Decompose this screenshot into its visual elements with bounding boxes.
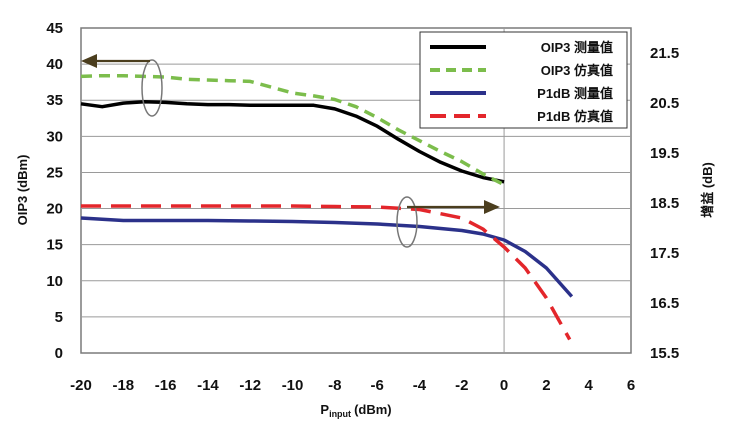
right-axis-arrow xyxy=(407,200,500,214)
x-tick-label: -12 xyxy=(239,377,261,394)
x-tick-label: -14 xyxy=(197,377,219,394)
x-tick-label: -10 xyxy=(282,377,304,394)
y-axis-title: OIP3 (dBm) xyxy=(15,155,30,226)
y2-tick-label: 16.5 xyxy=(650,295,679,312)
y-tick-label: 15 xyxy=(46,237,63,254)
y-tick-label: 30 xyxy=(46,128,63,145)
legend-label-p1db-simulated: P1dB 仿真值 xyxy=(537,109,613,124)
x-tick-label: 2 xyxy=(542,377,550,394)
series-layer xyxy=(80,73,574,341)
x-tick-label: -4 xyxy=(413,377,427,394)
x-axis-title-subscript: input xyxy=(329,409,351,419)
x-axis-title-main: P xyxy=(320,402,329,417)
y-tick-label: 25 xyxy=(46,164,63,181)
y-tick-label: 45 xyxy=(46,20,63,37)
x-tick-label: 0 xyxy=(500,377,508,394)
y-tick-label: 40 xyxy=(46,56,63,73)
x-tick-label: -20 xyxy=(70,377,92,394)
y-tick-label: 20 xyxy=(46,201,63,218)
x-tick-label: -2 xyxy=(455,377,468,394)
y-axis-ticks: 0 5 10 15 20 25 30 35 40 45 xyxy=(46,20,63,362)
y-tick-label: 5 xyxy=(55,309,63,326)
x-axis-title: Pinput (dBm) xyxy=(320,402,391,419)
y2-tick-label: 17.5 xyxy=(650,245,679,262)
series-line-2 xyxy=(80,216,574,298)
x-tick-label: -8 xyxy=(328,377,341,394)
y2-tick-label: 21.5 xyxy=(650,45,679,62)
oip3-callout-oval xyxy=(141,59,163,117)
x-tick-label: -6 xyxy=(370,377,383,394)
y2-tick-label: 15.5 xyxy=(650,345,679,362)
y2-tick-label: 20.5 xyxy=(650,95,679,112)
x-axis-title-unit: (dBm) xyxy=(354,402,392,417)
series-line-1 xyxy=(80,73,505,187)
x-tick-label: 6 xyxy=(627,377,635,394)
legend: OIP3 测量值 OIP3 仿真值 P1dB 测量值 P1dB 仿真值 xyxy=(419,31,628,129)
y-tick-label: 35 xyxy=(46,92,63,109)
series-line-3 xyxy=(81,204,572,341)
x-tick-label: 4 xyxy=(585,377,594,394)
y2-tick-label: 19.5 xyxy=(650,145,679,162)
y-tick-label: 0 xyxy=(55,345,63,362)
y2-tick-label: 18.5 xyxy=(650,195,679,212)
y2-axis-ticks: 15.5 16.5 17.5 18.5 19.5 20.5 21.5 xyxy=(650,45,679,362)
legend-label-p1db-measured: P1dB 测量值 xyxy=(537,86,613,101)
p1db-callout-oval xyxy=(396,196,418,248)
legend-label-oip3-simulated: OIP3 仿真值 xyxy=(541,63,613,78)
y-tick-label: 10 xyxy=(46,273,63,290)
y2-axis-title: 增益 (dB) xyxy=(700,162,715,218)
x-tick-label: -18 xyxy=(112,377,134,394)
x-axis-ticks: -20 -18 -16 -14 -12 -10 -8 -6 -4 -2 0 2 4 6 xyxy=(70,377,635,394)
legend-label-oip3-measured: OIP3 测量值 xyxy=(541,40,613,55)
series-line-0 xyxy=(80,99,505,184)
x-tick-label: -16 xyxy=(155,377,177,394)
left-axis-arrow xyxy=(81,54,150,68)
